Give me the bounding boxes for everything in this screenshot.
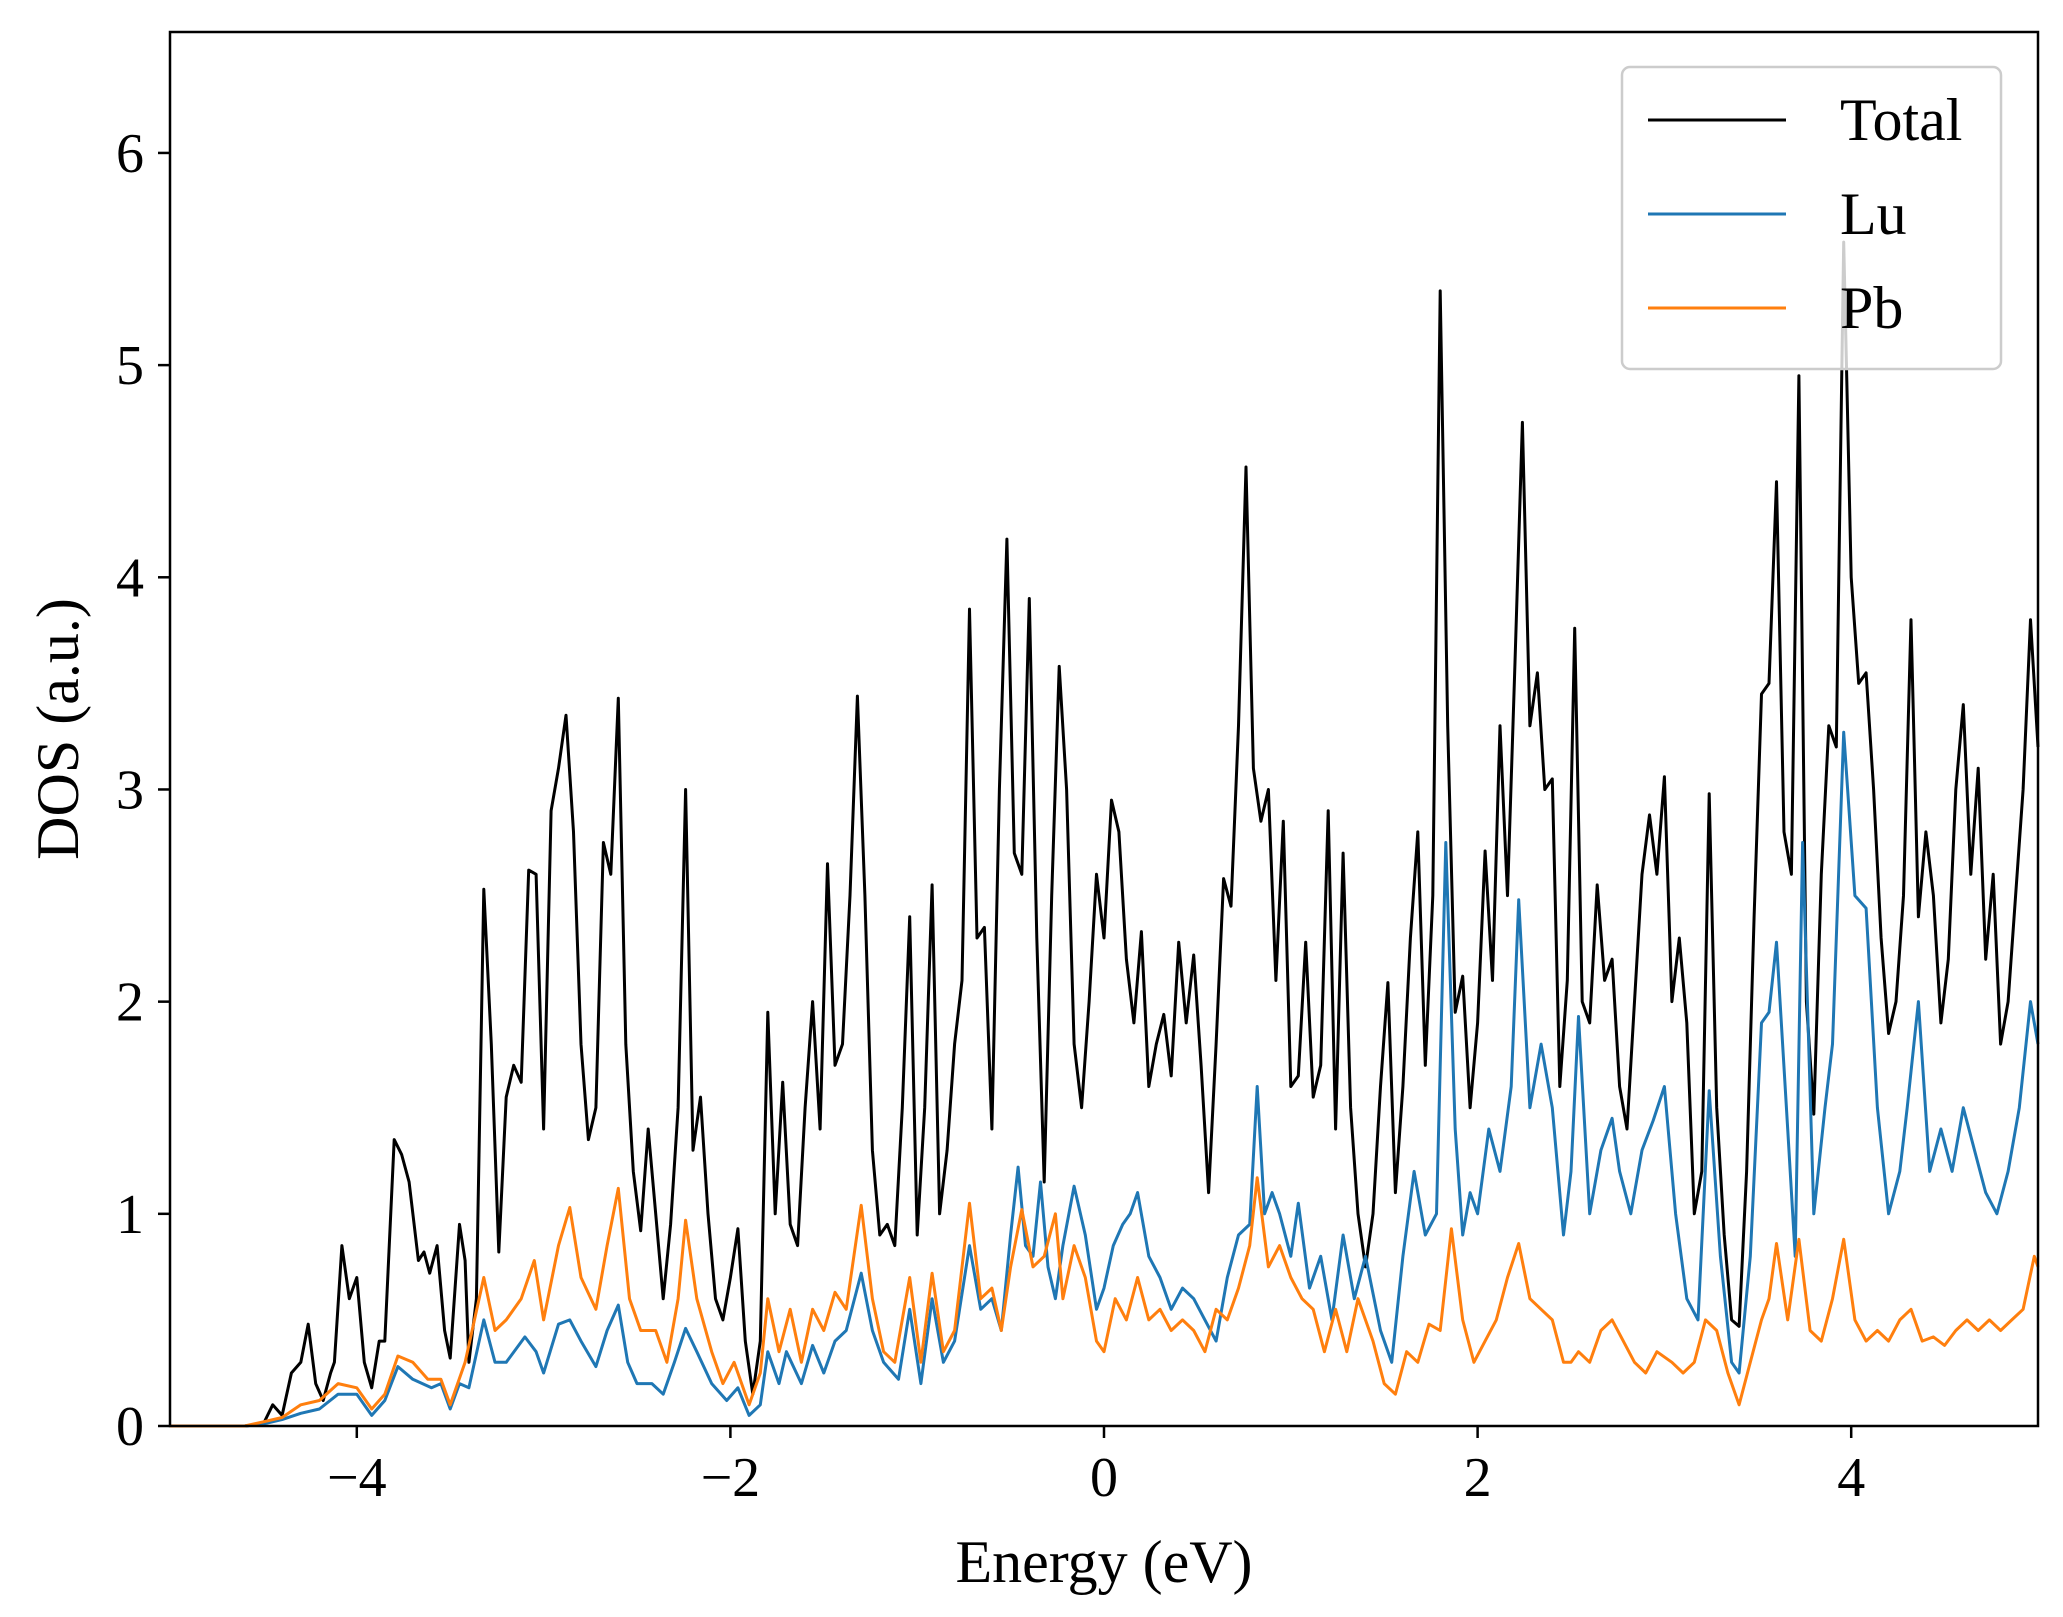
legend-label-total: Total (1840, 87, 1962, 153)
y-axis-label: DOS (a.u.) (25, 598, 91, 860)
y-tick-label: 5 (116, 335, 144, 397)
series-line-total (170, 240, 2040, 1428)
y-tick-label: 4 (116, 547, 144, 609)
legend-label-pb: Pb (1840, 275, 1903, 341)
y-tick-label: 2 (116, 972, 144, 1034)
x-tick-label: 4 (1837, 1447, 1865, 1509)
series-layer (170, 240, 2040, 1428)
y-tick-label: 1 (116, 1184, 144, 1246)
x-tick-label: 0 (1090, 1447, 1118, 1509)
y-tick-label: 3 (116, 759, 144, 821)
x-axis-label: Energy (eV) (955, 1529, 1252, 1595)
y-tick-label: 6 (116, 123, 144, 185)
ticks-layer: −4 −2 0 2 4 0 1 2 3 4 5 6 (116, 123, 1865, 1509)
y-tick-label: 0 (116, 1396, 144, 1458)
x-tick-label: −2 (701, 1447, 761, 1509)
series-line-pb (170, 1176, 2040, 1428)
legend-label-lu: Lu (1840, 181, 1907, 247)
legend-box (1620, 65, 2003, 371)
series-line-lu (170, 730, 2040, 1428)
x-tick-label: −4 (327, 1447, 387, 1509)
legend: Total Lu Pb (1620, 65, 2003, 371)
x-tick-label: 2 (1464, 1447, 1492, 1509)
